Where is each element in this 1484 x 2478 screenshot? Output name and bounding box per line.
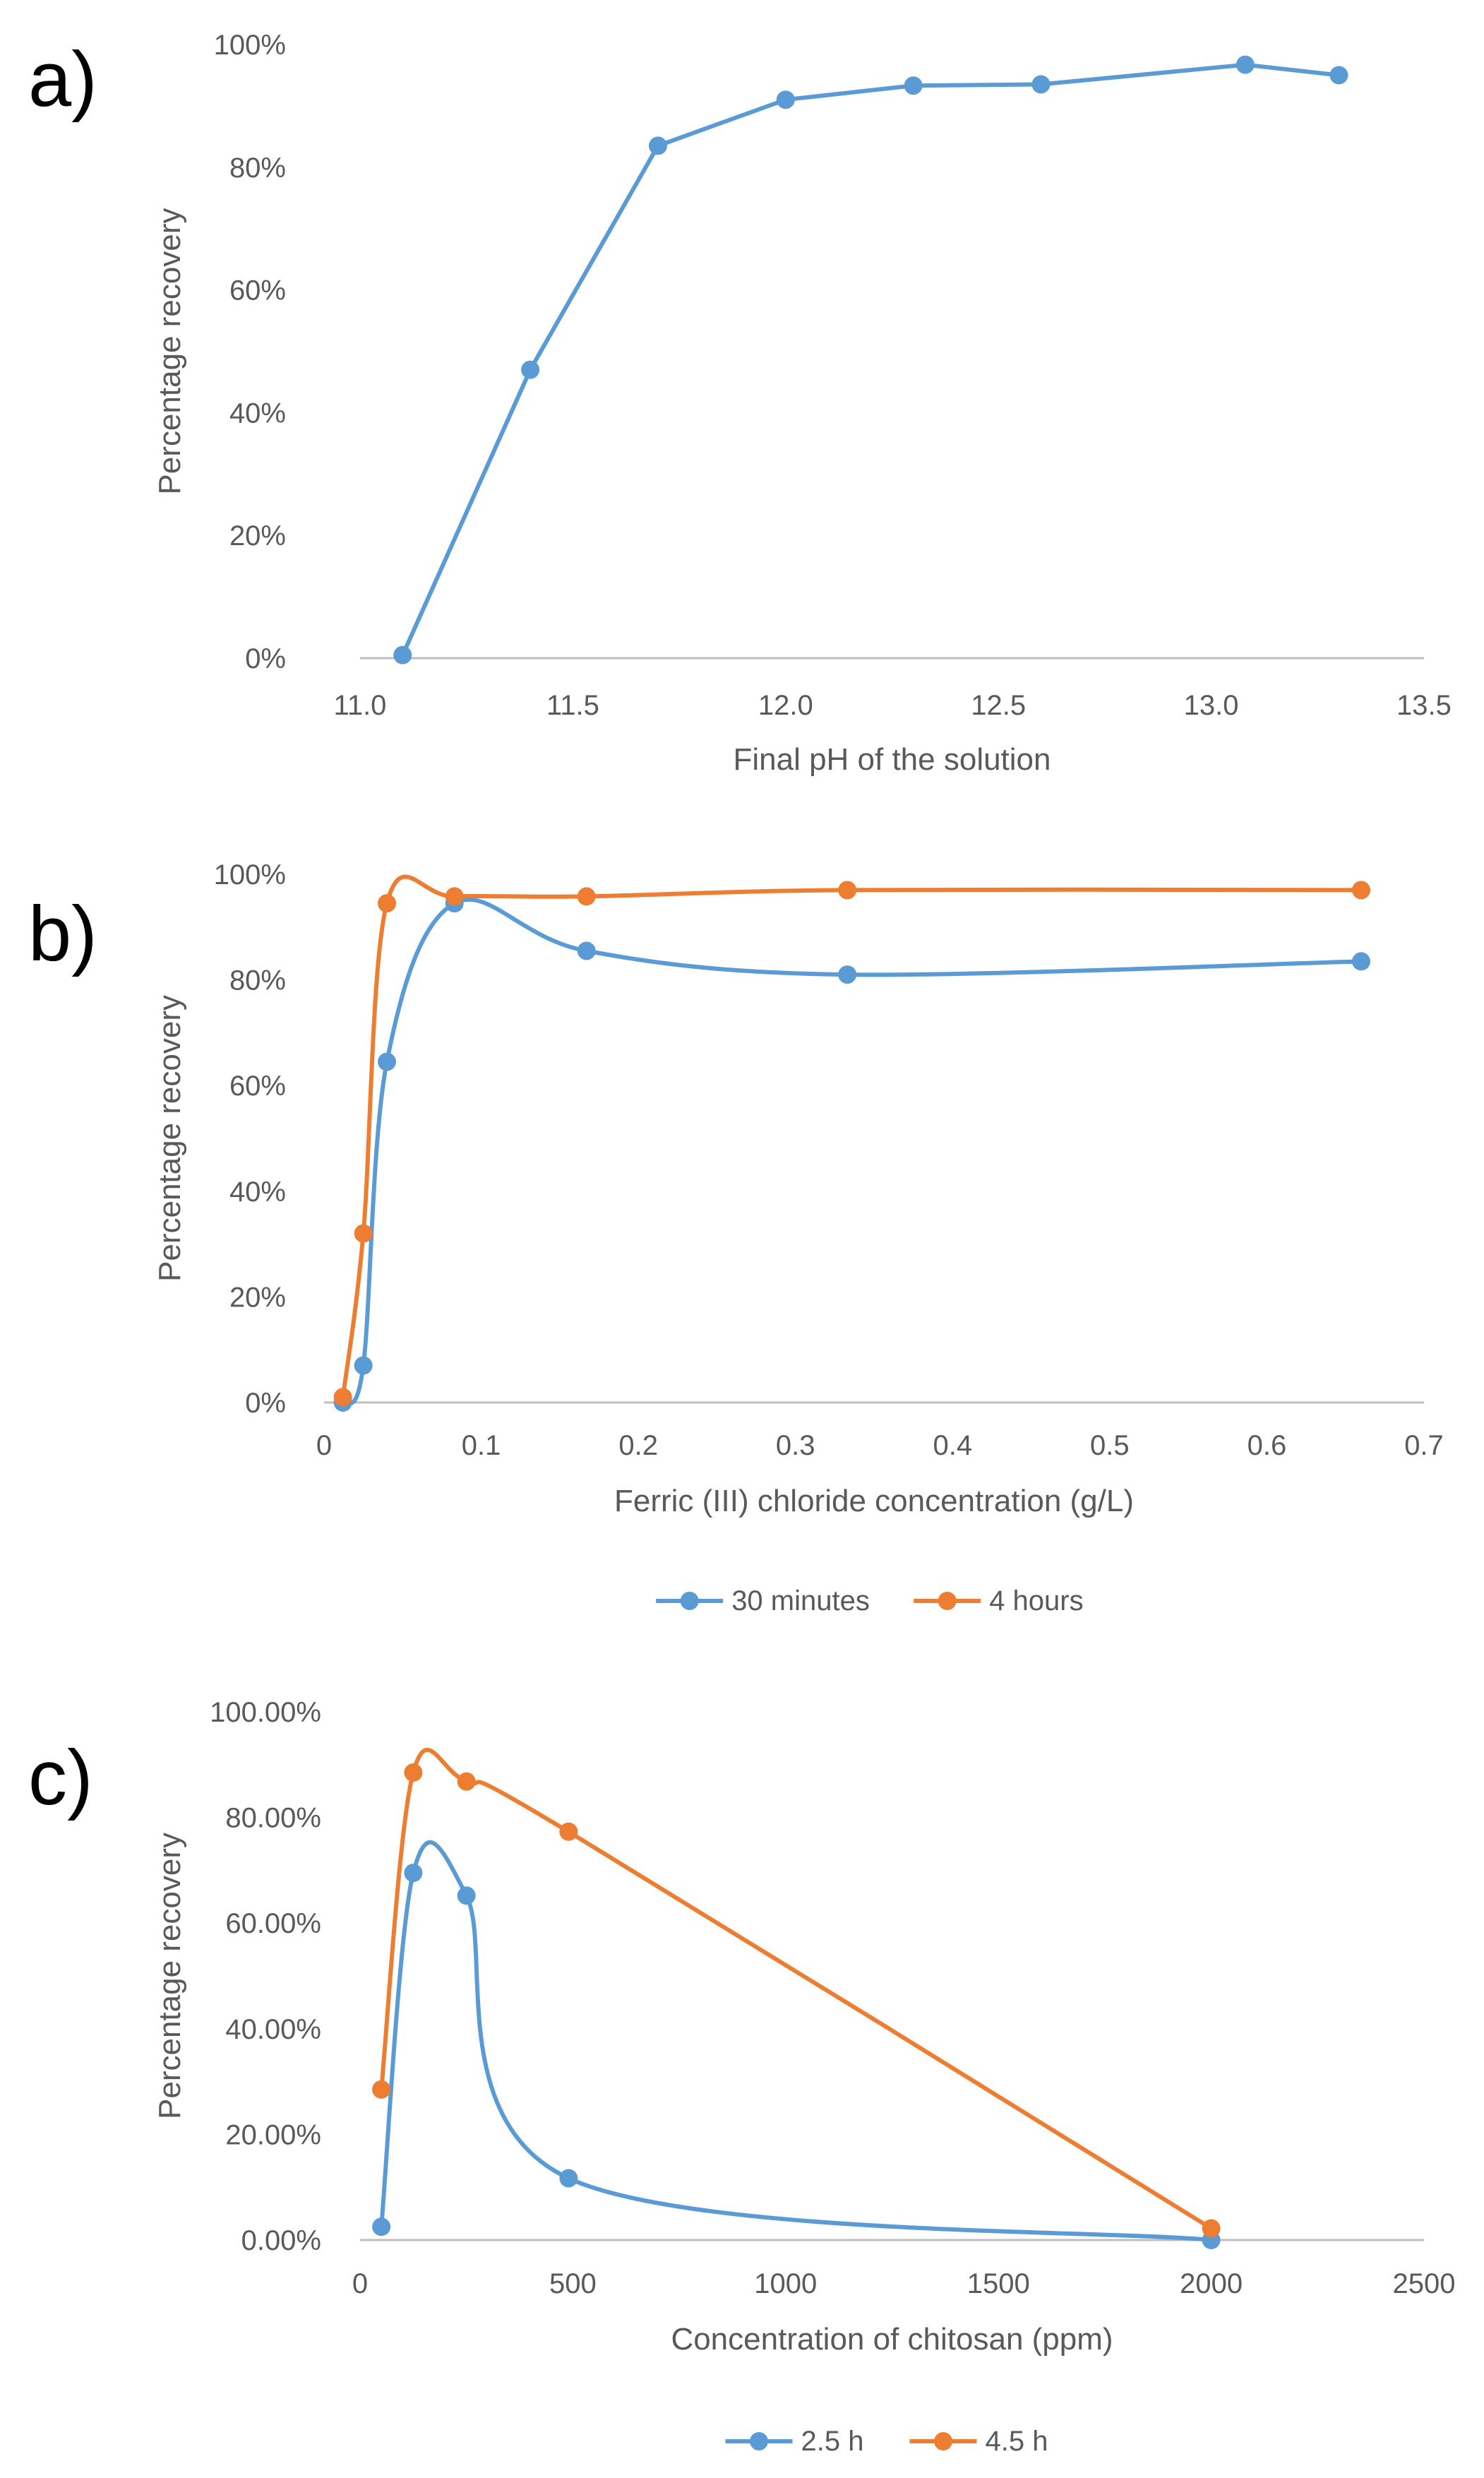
legend: 2.5 h 4.5 h <box>725 2426 1048 2457</box>
x-tick-label: 0 <box>316 1430 332 1461</box>
y-tick-label: 60% <box>229 275 286 306</box>
y-tick-label: 0% <box>245 1388 286 1419</box>
data-point <box>404 1864 423 1883</box>
legend-label: 4.5 h <box>986 2426 1048 2457</box>
data-point <box>1031 75 1051 94</box>
panel-label-c: c) <box>28 1734 93 1821</box>
data-point <box>1202 2219 1221 2238</box>
y-axis-title: Percentage recovery <box>152 208 187 495</box>
y-tick-label: 0% <box>245 643 286 674</box>
x-tick-label: 0.5 <box>1090 1430 1130 1461</box>
legend-swatch-marker <box>938 1592 957 1610</box>
data-point <box>1235 55 1255 74</box>
y-tick-label: 40.00% <box>225 2014 321 2045</box>
legend-label: 4 hours <box>989 1585 1083 1616</box>
x-tick-label: 12.5 <box>971 690 1026 721</box>
y-tick-label: 40% <box>229 1177 286 1208</box>
data-point <box>559 1822 578 1841</box>
y-tick-label: 80% <box>229 965 286 996</box>
chart-panel-a: a) 0% 20% 40% 60% 80% 100% 11.0 11.5 12.0 12.5 13.… <box>28 30 1452 777</box>
data-point <box>648 136 667 155</box>
data-point <box>904 76 923 95</box>
y-tick-label: 60.00% <box>225 1908 321 1939</box>
legend-swatch-marker <box>680 1592 699 1610</box>
y-tick-label: 40% <box>229 398 286 429</box>
series-line <box>379 1748 1214 2231</box>
data-point <box>577 887 596 906</box>
series-line <box>379 1840 1214 2242</box>
data-point <box>378 894 397 913</box>
x-axis-title: Final pH of the solution <box>733 742 1051 777</box>
x-tick-label: 1000 <box>754 2268 817 2299</box>
data-point <box>378 1052 397 1071</box>
data-point <box>372 2080 391 2099</box>
y-tick-label: 100% <box>214 859 286 890</box>
y-tick-label: 20.00% <box>225 2119 321 2150</box>
legend-swatch-marker <box>934 2432 952 2450</box>
x-tick-label: 12.0 <box>758 690 813 721</box>
data-point <box>1351 952 1370 971</box>
data-point <box>445 887 464 906</box>
y-tick-label: 100.00% <box>210 1697 321 1728</box>
y-tick-label: 20% <box>229 1282 286 1313</box>
x-tick-label: 13.0 <box>1184 690 1239 721</box>
y-tick-label: 20% <box>229 520 286 552</box>
panel-label-a: a) <box>28 36 97 123</box>
data-point <box>354 1224 373 1243</box>
data-point <box>1329 66 1348 85</box>
series-line <box>400 62 1341 657</box>
data-point <box>372 2217 391 2236</box>
data-point <box>559 2169 578 2188</box>
y-axis-title: Percentage recovery <box>152 1833 187 2119</box>
legend: 30 minutes 4 hours <box>656 1585 1084 1616</box>
series-line <box>340 874 1363 1400</box>
data-point <box>404 1763 423 1782</box>
legend-swatch-marker <box>750 2432 768 2450</box>
panel-label-b: b) <box>28 890 97 977</box>
x-tick-label: 0 <box>352 2268 368 2299</box>
data-point <box>838 965 857 984</box>
x-tick-label: 0.6 <box>1247 1430 1287 1461</box>
x-tick-label: 0.7 <box>1404 1430 1444 1461</box>
data-point <box>393 645 412 665</box>
data-point <box>521 360 540 379</box>
x-axis-title: Ferric (III) chloride concentration (g/L… <box>614 1484 1134 1518</box>
chart-panel-c: c) 0.00% 20.00% 40.00% 60.00% 80.00% 100.00% 0… <box>28 1697 1455 2457</box>
data-point <box>577 941 596 960</box>
legend-label: 2.5 h <box>801 2426 864 2457</box>
y-tick-label: 0.00% <box>241 2225 321 2256</box>
chart-panel-b: b) 0% 20% 40% 60% 80% 100% 0 0.1 0.2 0.3 0.4 0.5 0.6… <box>28 859 1444 1616</box>
data-point <box>1351 881 1370 900</box>
x-tick-label: 13.5 <box>1396 690 1452 721</box>
y-tick-label: 60% <box>229 1071 286 1102</box>
x-tick-label: 2000 <box>1180 2268 1243 2299</box>
x-tick-label: 11.5 <box>546 690 599 721</box>
x-tick-label: 0.4 <box>933 1430 972 1461</box>
y-tick-label: 80% <box>229 153 286 184</box>
x-tick-label: 500 <box>549 2268 597 2299</box>
x-tick-label: 2500 <box>1393 2268 1456 2299</box>
y-tick-label: 80.00% <box>225 1803 321 1834</box>
data-point <box>354 1356 373 1375</box>
x-tick-label: 0.1 <box>462 1430 501 1461</box>
legend-label: 30 minutes <box>731 1585 870 1616</box>
data-point <box>457 1886 476 1905</box>
x-tick-label: 11.0 <box>334 690 387 721</box>
data-point <box>333 1388 352 1407</box>
data-point <box>838 881 857 900</box>
y-axis-title: Percentage recovery <box>152 995 187 1282</box>
x-tick-label: 0.3 <box>776 1430 815 1461</box>
x-axis-title: Concentration of chitosan (ppm) <box>671 2322 1113 2357</box>
data-point <box>776 90 795 109</box>
series-line <box>340 897 1363 1406</box>
y-tick-label: 100% <box>214 30 286 61</box>
x-tick-label: 1500 <box>967 2268 1030 2299</box>
x-tick-label: 0.2 <box>618 1430 658 1461</box>
data-point <box>457 1772 476 1791</box>
